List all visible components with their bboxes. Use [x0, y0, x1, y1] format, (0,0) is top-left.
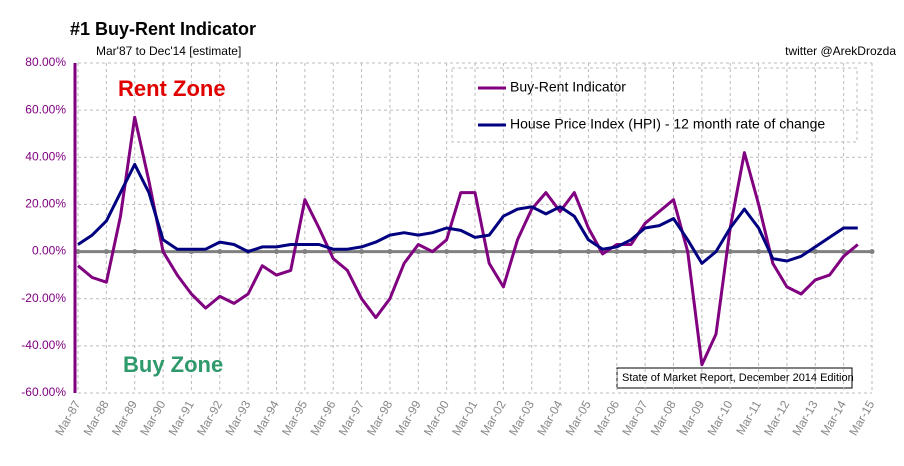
x-tick-label: Mar-10	[704, 398, 735, 438]
zero-dot	[217, 249, 223, 255]
chart-subtitle: Mar'87 to Dec'14 [estimate]	[96, 44, 241, 58]
zero-dot	[699, 249, 705, 255]
zero-dot	[500, 249, 506, 255]
x-tick-label: Mar-02	[478, 398, 509, 438]
x-tick-label: Mar-94	[251, 398, 282, 438]
y-tick-label: 20.00%	[25, 197, 66, 211]
x-tick-label: Mar-96	[307, 398, 338, 438]
series-line	[77, 115, 859, 367]
y-tick-label: -40.00%	[21, 338, 66, 352]
x-tick-label: Mar-12	[761, 398, 792, 438]
x-tick-label: Mar-07	[619, 398, 650, 438]
x-tick-label: Mar-97	[336, 398, 367, 438]
x-tick-label: Mar-15	[846, 398, 877, 438]
x-tick-label: Mar-95	[279, 398, 310, 438]
y-tick-label: -20.00%	[21, 291, 66, 305]
zero-dot	[869, 249, 875, 255]
x-tick-label: Mar-88	[81, 398, 112, 438]
x-tick-label: Mar-89	[109, 398, 140, 438]
y-tick-label: 60.00%	[25, 102, 66, 116]
zero-dot	[841, 249, 847, 255]
zero-dot	[642, 249, 648, 255]
legend-label: Buy-Rent Indicator	[510, 79, 626, 95]
x-tick-label: Mar-91	[166, 398, 197, 438]
zero-dot	[302, 249, 308, 255]
x-tick-label: Mar-93	[222, 398, 253, 438]
zero-dot	[756, 249, 762, 255]
x-tick-label: Mar-13	[789, 398, 820, 438]
x-tick-label: Mar-01	[449, 398, 480, 438]
y-tick-label: -60.00%	[21, 385, 66, 399]
x-tick-label: Mar-00	[421, 398, 452, 438]
x-tick-label: Mar-09	[676, 398, 707, 438]
zero-dot	[784, 249, 790, 255]
zero-dot	[103, 249, 109, 255]
zero-dot	[557, 249, 563, 255]
y-tick-label: 0.00%	[32, 244, 66, 258]
zero-dot	[614, 249, 620, 255]
zero-dot	[671, 249, 676, 255]
legend-box	[451, 67, 858, 143]
zero-dot	[359, 249, 365, 255]
x-tick-label: Mar-98	[364, 398, 395, 438]
x-tick-label: Mar-90	[137, 398, 168, 438]
annotation: Rent Zone	[118, 76, 226, 101]
x-tick-label: Mar-05	[563, 398, 594, 438]
x-tick-label: Mar-87	[52, 398, 83, 438]
note-box	[616, 367, 853, 389]
zero-dot	[75, 249, 81, 255]
zero-dot	[415, 249, 421, 255]
zero-dot	[727, 249, 733, 255]
y-tick-label: 80.00%	[25, 55, 66, 69]
x-tick-label: Mar-04	[534, 398, 565, 438]
y-tick-label: 40.00%	[25, 149, 66, 163]
x-tick-label: Mar-14	[818, 398, 849, 438]
zero-dot	[585, 249, 591, 255]
series-line	[77, 162, 858, 265]
zero-dot	[444, 249, 450, 255]
annotation: State of Market Report, December 2014 Ed…	[622, 372, 854, 384]
zero-dot	[529, 249, 535, 255]
zero-dot	[274, 249, 279, 255]
zero-dot	[387, 249, 393, 255]
zero-dot	[132, 249, 138, 255]
x-tick-label: Mar-06	[591, 398, 622, 438]
zero-dot	[812, 249, 818, 255]
x-tick-label: Mar-11	[733, 398, 764, 437]
zero-dot	[472, 249, 478, 255]
x-tick-label: Mar-08	[648, 398, 679, 438]
chart-title: #1 Buy-Rent Indicator	[70, 19, 256, 39]
legend-label: House Price Index (HPI) - 12 month rate …	[510, 116, 825, 132]
annotation: Buy Zone	[123, 352, 223, 377]
source: twitter @ArekDrozda	[785, 44, 896, 58]
x-tick-label: Mar-03	[506, 398, 537, 438]
x-tick-label: Mar-99	[392, 398, 423, 438]
x-tick-label: Mar-92	[194, 398, 225, 438]
